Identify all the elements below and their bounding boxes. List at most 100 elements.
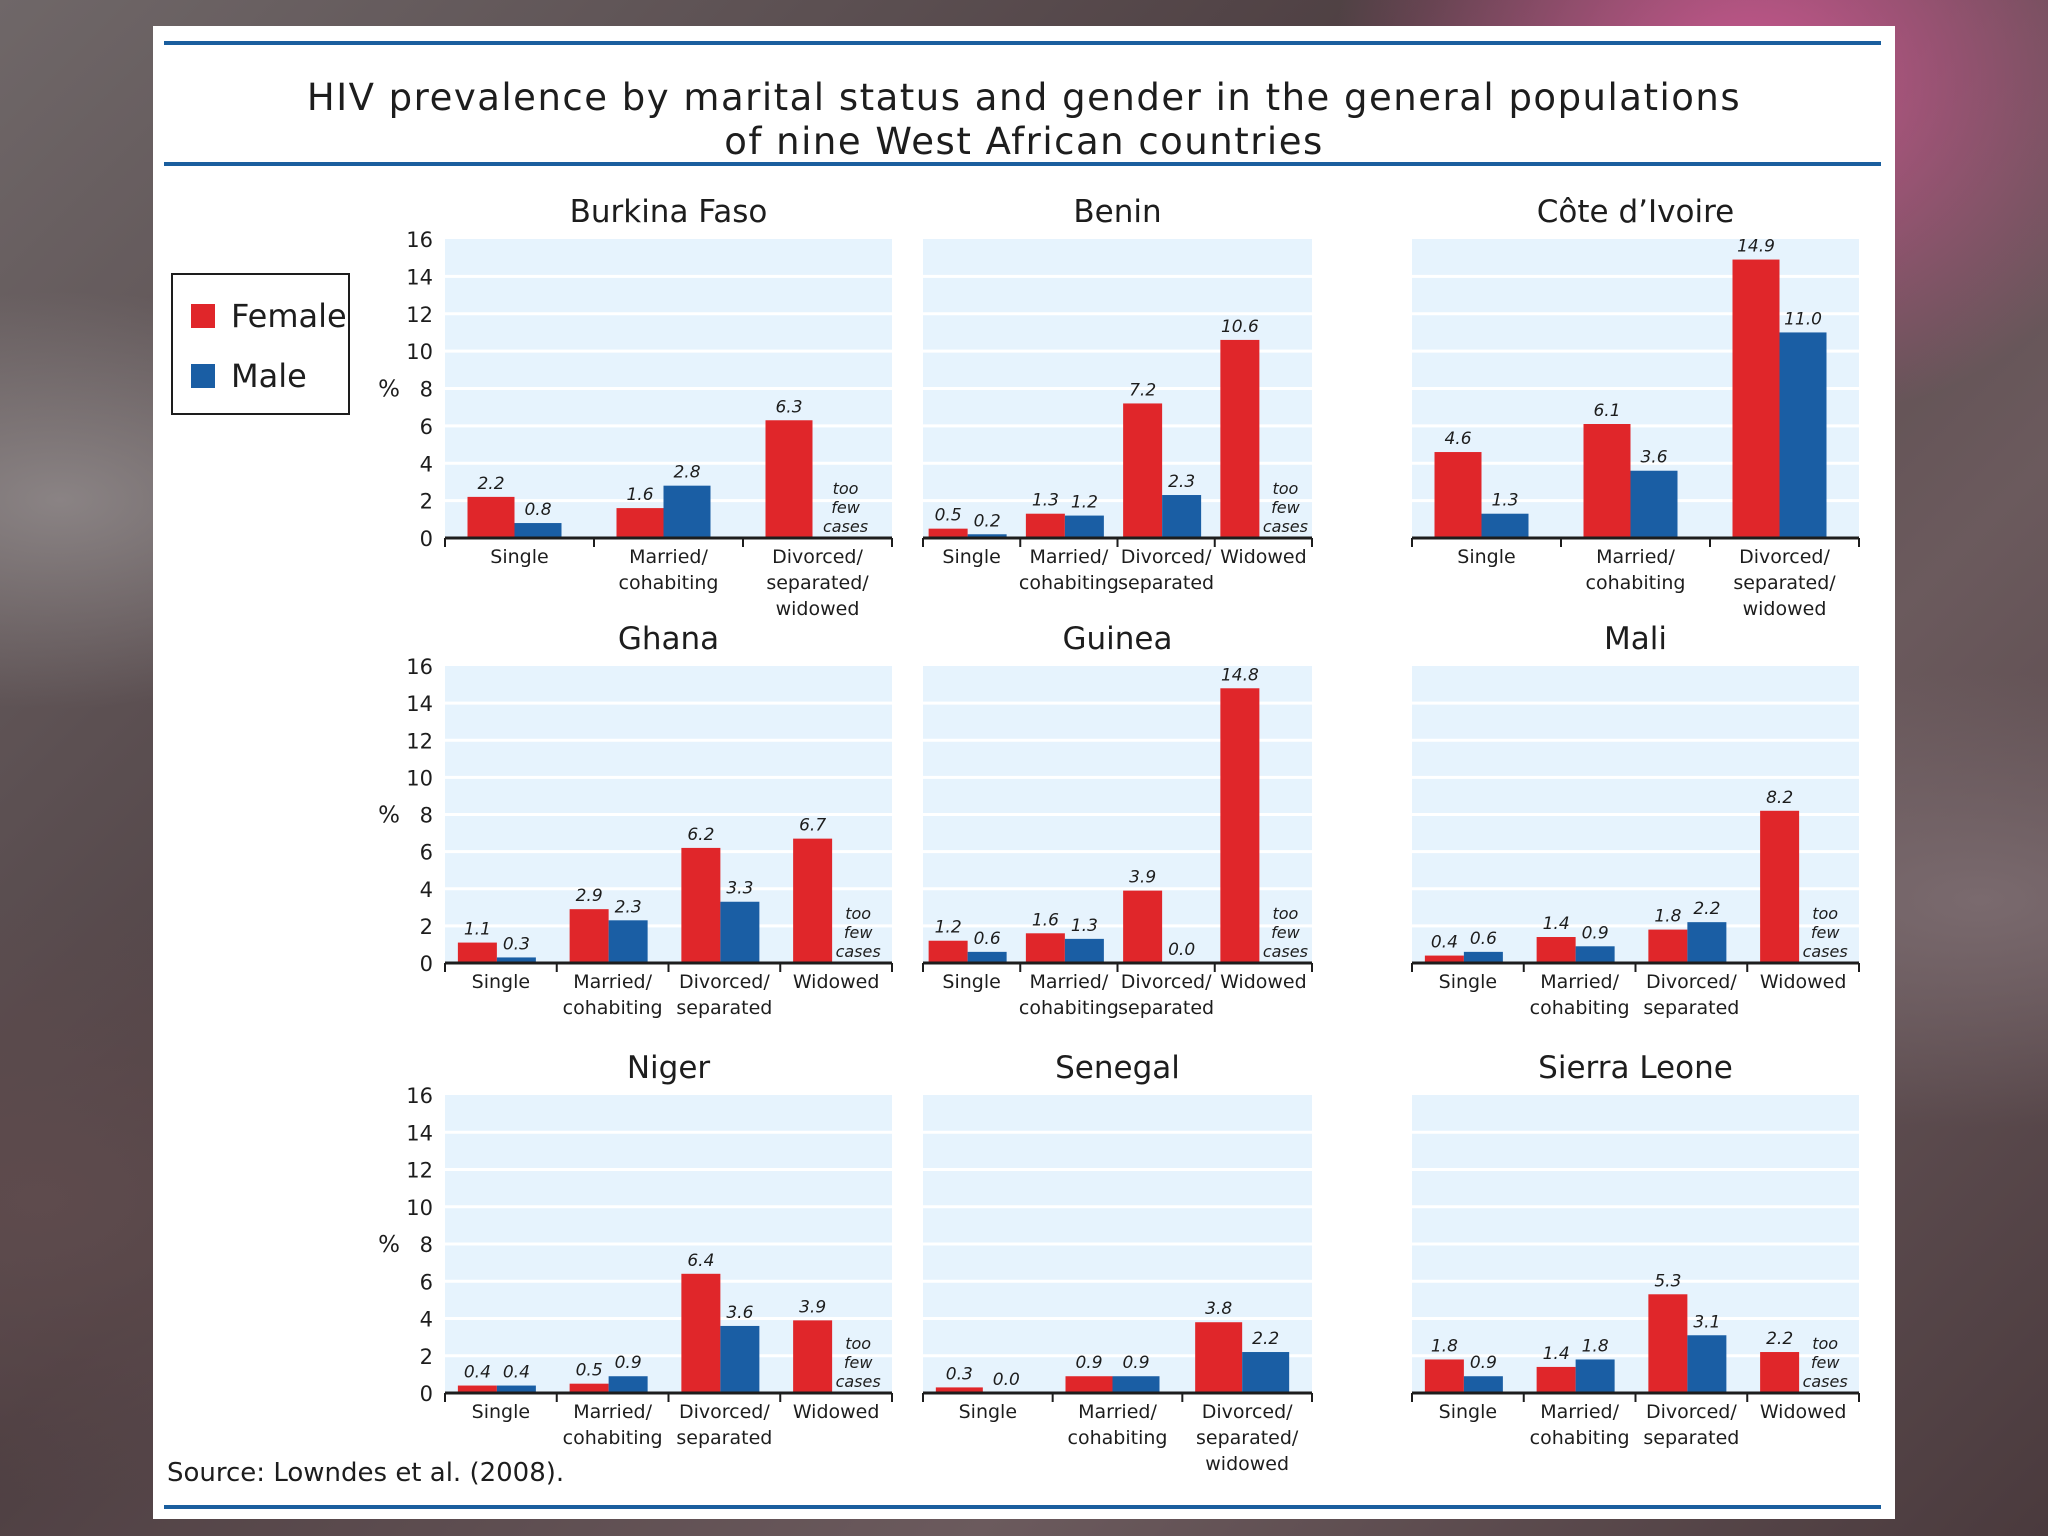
bar-female [928, 528, 968, 538]
bar-female [1732, 259, 1780, 538]
y-tick-label: 16 [406, 655, 433, 679]
category-label: Single [1439, 971, 1497, 993]
y-axis-label: % [378, 377, 400, 403]
data-label-male: 0.3 [503, 934, 530, 954]
data-label-male: 0.2 [974, 511, 1001, 531]
data-label-female: 14.8 [1221, 665, 1259, 685]
bar-female [681, 1273, 721, 1393]
category-label: Divorced/ [1739, 546, 1830, 568]
category-label: Married/ [1596, 546, 1675, 568]
data-label-male: 2.2 [1252, 1329, 1279, 1349]
category-label: Widowed [793, 971, 880, 993]
category-label: Married/ [1540, 971, 1619, 993]
data-label-female: 3.9 [1129, 868, 1156, 888]
category-label: Single [472, 971, 530, 993]
bar-female [793, 1320, 833, 1393]
category-label: Single [959, 1401, 1017, 1423]
female-swatch-icon [191, 304, 215, 328]
y-tick-label: 4 [420, 878, 433, 902]
bar-male [1575, 1359, 1615, 1393]
title-rule [164, 162, 1881, 166]
y-axis-label: % [378, 803, 400, 829]
category-label: separated/ [766, 572, 869, 594]
data-label-female: 3.8 [1205, 1299, 1232, 1319]
data-label-female: 6.2 [687, 825, 714, 845]
data-label-female: 10.6 [1221, 317, 1259, 337]
bar-female [1583, 424, 1631, 538]
data-label-male: 1.3 [1491, 491, 1518, 511]
y-tick-label: 12 [406, 729, 433, 753]
y-tick-label: 12 [406, 1159, 433, 1183]
category-label: Divorced/ [1202, 1401, 1293, 1423]
title-line-2: of nine West African countries [724, 120, 1324, 163]
too-few-cases-note: cases [836, 942, 881, 961]
panel-title-senegal: Senegal [1055, 1050, 1180, 1086]
category-label: Married/ [573, 971, 652, 993]
bar-female [569, 909, 609, 963]
bar-female [1123, 890, 1163, 963]
male-swatch-icon [191, 364, 215, 388]
data-label-female: 0.4 [464, 1363, 491, 1383]
data-label-female: 6.1 [1593, 401, 1620, 421]
bar-female [1760, 1352, 1800, 1393]
y-tick-label: 14 [406, 1121, 433, 1145]
data-label-female: 6.4 [687, 1251, 714, 1271]
category-label: cohabiting [1019, 572, 1119, 594]
bar-male [1575, 946, 1615, 963]
too-few-cases-note: too [833, 479, 859, 498]
bar-male [1463, 1376, 1503, 1393]
too-few-cases-note: few [1811, 1353, 1840, 1372]
data-label-male: 0.9 [615, 1353, 642, 1373]
bar-female [1648, 1294, 1688, 1393]
top-rule [164, 41, 1881, 45]
bar-male [1779, 332, 1827, 538]
category-label: Widowed [1220, 971, 1307, 993]
panel-title-sierra-leone: Sierra Leone [1538, 1050, 1733, 1086]
bar-male [514, 523, 562, 538]
category-label: Divorced/ [1121, 971, 1212, 993]
panel-title-guinea: Guinea [1063, 621, 1173, 657]
legend-item-female: Female [191, 297, 347, 335]
too-few-cases-note: too [1272, 479, 1298, 498]
panel-title-c-te-d-ivoire: Côte d’Ivoire [1537, 194, 1734, 230]
too-few-cases-note: too [845, 904, 871, 923]
category-label: separated [676, 1427, 772, 1449]
data-label-male: 3.1 [1693, 1312, 1720, 1332]
bar-male [1481, 513, 1529, 538]
bar-female [1220, 339, 1260, 538]
bar-male [720, 901, 760, 963]
category-label: Widowed [793, 1401, 880, 1423]
y-tick-label: 2 [420, 490, 433, 514]
data-label-female: 1.2 [935, 918, 962, 938]
category-label: Widowed [1760, 1401, 1847, 1423]
bar-male [608, 1376, 648, 1393]
data-label-male: 1.8 [1582, 1336, 1609, 1356]
bar-female [1025, 933, 1065, 963]
bar-male [1162, 495, 1202, 538]
data-label-female: 1.1 [464, 920, 491, 940]
too-few-cases-note: too [1272, 904, 1298, 923]
y-tick-label: 8 [420, 804, 433, 828]
category-label: Divorced/ [772, 546, 863, 568]
bar-female [1424, 955, 1464, 963]
bar-female [935, 1387, 983, 1393]
bar-female [1065, 1376, 1113, 1393]
y-tick-label: 6 [420, 415, 433, 439]
data-label-male: 0.6 [1470, 929, 1497, 949]
category-label: separated [1643, 1427, 1739, 1449]
too-few-cases-note: cases [1803, 942, 1848, 961]
bar-male [496, 957, 536, 963]
data-label-female: 1.8 [1654, 907, 1681, 927]
category-label: Divorced/ [1121, 546, 1212, 568]
bar-male [967, 951, 1007, 963]
panel-title-burkina-faso: Burkina Faso [570, 194, 768, 230]
data-label-male: 1.2 [1071, 493, 1098, 513]
data-label-male: 0.9 [1470, 1353, 1497, 1373]
category-label: Single [1457, 546, 1515, 568]
category-label: separated [1118, 572, 1214, 594]
data-label-male: 3.6 [726, 1303, 753, 1323]
bar-male [608, 920, 648, 963]
bar-male [1064, 938, 1104, 963]
panel-title-benin: Benin [1073, 194, 1161, 230]
title-line-1: HIV prevalence by marital status and gen… [306, 76, 1742, 119]
